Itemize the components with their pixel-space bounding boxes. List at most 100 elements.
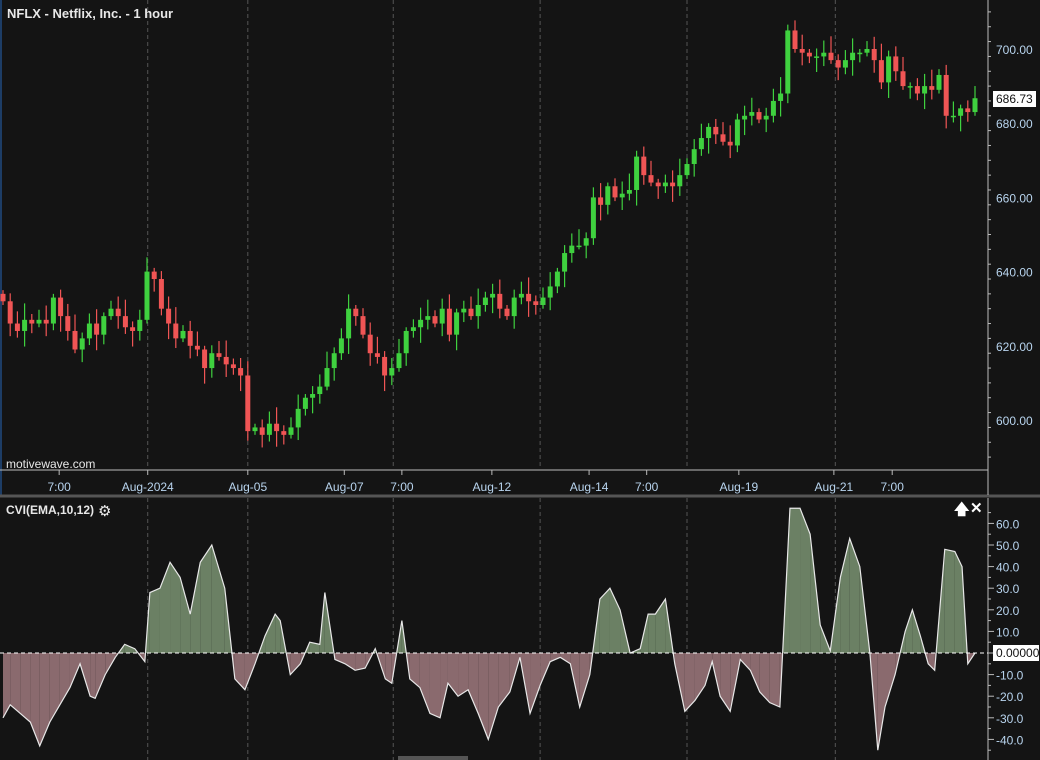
candle	[137, 319, 143, 331]
cvi-area	[478, 653, 489, 740]
cvi-tick-label: 60.0	[996, 517, 1020, 531]
candle	[439, 308, 445, 324]
candle	[518, 293, 524, 298]
candle	[374, 353, 380, 357]
cvi-area	[849, 538, 860, 653]
time-tick-label: 7:00	[47, 480, 71, 494]
cvi-tick-label: -20.0	[996, 690, 1024, 704]
candle	[230, 364, 236, 369]
candle	[29, 319, 35, 324]
cvi-area	[488, 653, 499, 740]
cvi-tick-label: 40.0	[996, 561, 1020, 575]
cvi-area	[655, 599, 666, 653]
candle	[850, 52, 856, 61]
candle	[806, 52, 812, 57]
candle	[302, 397, 308, 409]
candle	[446, 308, 452, 335]
candle	[425, 316, 431, 320]
cvi-area	[954, 551, 963, 653]
candle	[958, 108, 964, 116]
candle	[367, 334, 373, 354]
candle	[943, 74, 949, 116]
candle	[929, 86, 935, 90]
candle	[511, 297, 517, 317]
cvi-area	[30, 653, 40, 746]
candle	[482, 297, 488, 305]
candle	[403, 330, 409, 354]
cvi-area	[39, 653, 50, 746]
cvi-area	[468, 653, 479, 714]
cvi-area	[275, 614, 281, 653]
candle	[418, 319, 424, 328]
cvi-value-tag: 0.000000	[993, 645, 1039, 661]
candle	[547, 286, 553, 298]
candle	[79, 338, 85, 350]
candle	[670, 182, 676, 187]
candle	[166, 308, 172, 324]
candle	[677, 175, 683, 187]
cvi-area	[3, 653, 11, 718]
candle	[792, 30, 798, 49]
scrollbar	[398, 756, 468, 760]
price-tick-label: 680.00	[996, 117, 1033, 131]
candle	[238, 368, 244, 376]
candle	[562, 253, 568, 272]
arrow-up-icon[interactable]: 🡅	[954, 501, 970, 518]
candle	[950, 115, 956, 118]
cvi-area	[244, 653, 255, 690]
cvi-tick-label: 30.0	[996, 582, 1020, 596]
time-tick-label: Aug-2024	[122, 480, 174, 494]
cvi-area	[720, 653, 731, 712]
candle	[713, 126, 719, 135]
candle	[612, 186, 618, 198]
cvi-area	[90, 653, 96, 699]
candle	[497, 293, 503, 309]
cvi-area	[334, 653, 345, 664]
cvi-area	[609, 588, 621, 653]
candle	[281, 431, 287, 435]
candle	[634, 156, 640, 190]
candle	[720, 134, 726, 142]
time-tick-label: 7:00	[881, 480, 905, 494]
cvi-area	[409, 653, 420, 688]
cvi-area	[810, 534, 821, 653]
candle	[187, 330, 193, 346]
candle	[914, 86, 920, 94]
cvi-area	[877, 653, 885, 751]
cvi-area	[498, 653, 510, 707]
candle	[662, 182, 668, 187]
candle	[648, 175, 654, 183]
panel-edge	[0, 0, 2, 495]
candle	[857, 52, 863, 55]
cvi-area	[560, 653, 571, 664]
candle	[490, 293, 496, 298]
cvi-line	[2, 507, 976, 751]
cvi-area	[648, 614, 656, 653]
candle	[468, 308, 474, 317]
cvi-area	[440, 653, 448, 718]
candle	[382, 356, 388, 376]
cvi-tick-label: -40.0	[996, 733, 1024, 747]
cvi-area	[789, 508, 801, 653]
cvi-area	[345, 653, 356, 671]
candle	[194, 345, 200, 350]
candle	[7, 301, 13, 324]
candle	[266, 423, 272, 435]
cvi-area	[190, 562, 201, 653]
cvi-area	[211, 545, 225, 653]
cvi-area	[550, 653, 561, 662]
cvi-area	[49, 653, 60, 723]
cvi-area	[124, 644, 135, 653]
candle	[475, 304, 481, 317]
cvi-tick-label: -10.0	[996, 669, 1024, 683]
cvi-area	[905, 609, 913, 653]
candle	[821, 52, 827, 57]
close-icon[interactable]: ✕	[970, 500, 983, 517]
cvi-area	[170, 562, 181, 653]
cvi-area	[159, 562, 171, 653]
price-tick-label: 600.00	[996, 414, 1033, 428]
gear-icon[interactable]: ⚙	[98, 503, 112, 520]
candle	[58, 297, 64, 317]
cvi-area	[355, 653, 366, 671]
